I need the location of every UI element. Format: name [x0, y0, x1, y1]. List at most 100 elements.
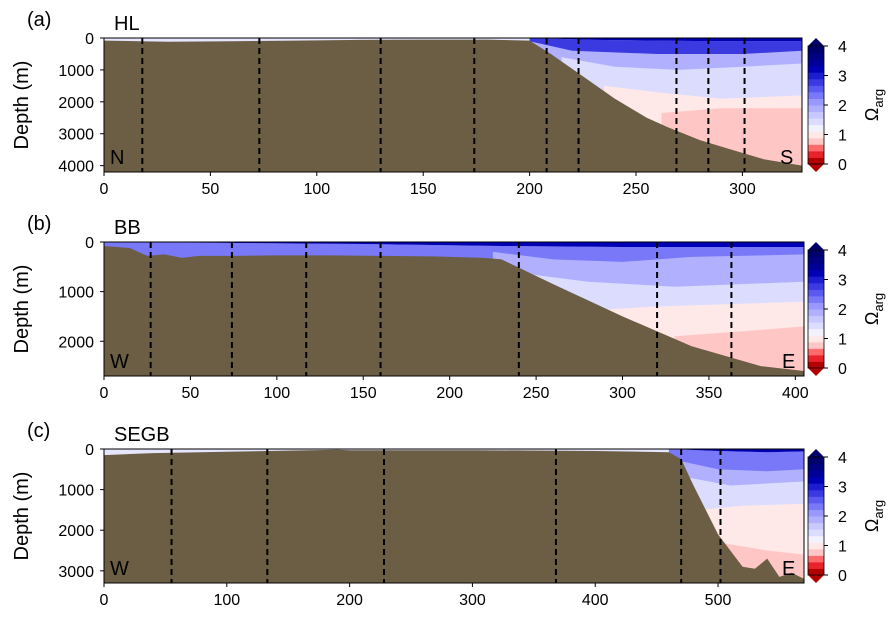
colorbar-tick-label: 0: [838, 157, 847, 174]
left-end-label: W: [110, 351, 129, 373]
colorbar-segment: [808, 137, 824, 145]
colorbar-label: Ωarg: [862, 89, 886, 121]
colorbar-segment: [808, 489, 824, 497]
x-tick-label: 0: [100, 385, 109, 402]
colorbar-segment: [808, 476, 824, 484]
colorbar-tick-label: 2: [838, 302, 847, 319]
panel-label: (b): [27, 213, 51, 235]
colorbar-tick-label: 3: [838, 273, 847, 290]
x-tick-label: 50: [202, 181, 220, 198]
y-tick-label: 2000: [58, 334, 94, 351]
y-tick-label: 0: [85, 442, 94, 459]
plot-area: [104, 38, 802, 172]
bathymetry: [104, 39, 802, 172]
colorbar-segment: [808, 568, 824, 576]
colorbar-segment: [808, 335, 824, 343]
right-end-label: E: [782, 351, 795, 373]
panel-title: HL: [114, 13, 140, 35]
colorbar-segment: [808, 555, 824, 563]
plot-area: [104, 242, 804, 376]
y-tick-label: 1000: [58, 483, 94, 500]
colorbar-tick-label: 4: [838, 243, 847, 260]
colorbar-segment: [808, 269, 824, 277]
colorbar-segment: [808, 322, 824, 330]
colorbar-segment: [808, 354, 824, 362]
y-axis-label: Depth (m): [11, 61, 33, 150]
colorbar-segment: [808, 361, 824, 369]
colorbar-tick-label: 0: [838, 361, 847, 378]
bathymetry: [104, 246, 804, 376]
x-tick-label: 300: [459, 592, 486, 609]
colorbar-segment: [808, 315, 824, 323]
colorbar-segment: [808, 502, 824, 510]
colorbar-segment: [808, 295, 824, 303]
y-tick-label: 0: [85, 235, 94, 252]
colorbar-segment: [808, 348, 824, 356]
x-tick-label: 250: [623, 181, 650, 198]
y-tick-label: 3000: [58, 564, 94, 581]
colorbar-segment: [808, 91, 824, 99]
colorbar-extend-top: [808, 449, 824, 457]
colorbar-segment: [808, 78, 824, 86]
surface-band: [668, 449, 804, 453]
x-tick-label: 150: [350, 385, 377, 402]
colorbar-tick-label: 4: [838, 450, 847, 467]
colorbar-segment: [808, 509, 824, 517]
y-tick-label: 1000: [58, 63, 94, 80]
x-tick-label: 200: [436, 385, 463, 402]
y-tick-label: 2000: [58, 95, 94, 112]
x-tick-label: 50: [182, 385, 200, 402]
colorbar-segment: [808, 282, 824, 290]
x-tick-label: 300: [609, 385, 636, 402]
right-end-label: S: [780, 147, 793, 169]
colorbar-segment: [808, 341, 824, 349]
colorbar-segment: [808, 289, 824, 297]
axes-frame: [103, 241, 805, 377]
colorbar-segment: [808, 157, 824, 165]
x-tick-label: 400: [582, 592, 609, 609]
colorbar-segment: [808, 263, 824, 271]
colorbar-segment: [808, 496, 824, 504]
y-tick-label: 2000: [58, 523, 94, 540]
colorbar-segment: [808, 548, 824, 556]
x-tick-label: 300: [729, 181, 756, 198]
colorbar-segment: [808, 561, 824, 569]
colorbar-segment: [808, 105, 824, 113]
x-tick-label: 150: [410, 181, 437, 198]
colorbar-segment: [808, 85, 824, 93]
colorbar-segment: [808, 302, 824, 310]
colorbar-tick-label: 3: [838, 480, 847, 497]
colorbar-tick-label: 1: [838, 332, 847, 349]
x-tick-label: 500: [705, 592, 732, 609]
colorbar-segment: [808, 124, 824, 132]
x-tick-label: 400: [782, 385, 809, 402]
panel-title: BB: [114, 217, 141, 239]
y-axis-label: Depth (m): [11, 472, 33, 561]
colorbar-segment: [808, 529, 824, 537]
colorbar-segment: [808, 131, 824, 139]
axes-frame: [103, 37, 803, 173]
axes-frame: [103, 448, 805, 584]
colorbar-segment: [808, 46, 824, 54]
x-tick-label: 350: [696, 385, 723, 402]
colorbar-tick-label: 0: [838, 568, 847, 585]
colorbar-segment: [808, 276, 824, 284]
left-end-label: W: [110, 558, 129, 580]
colorbar-segment: [808, 59, 824, 67]
y-tick-label: 0: [85, 31, 94, 48]
colorbar-segment: [808, 328, 824, 336]
x-tick-label: 100: [263, 385, 290, 402]
left-end-label: N: [110, 147, 124, 169]
colorbar-tick-label: 2: [838, 509, 847, 526]
panel-bb: 0 50 100 150 200 250 300 350 400 0 1000 2000 Depth (…: [11, 213, 886, 402]
colorbar-label: Ωarg: [862, 293, 886, 325]
x-tick-label: 200: [336, 592, 363, 609]
y-tick-label: 1000: [58, 285, 94, 302]
colorbar-tick-label: 2: [838, 98, 847, 115]
colorbar-segment: [808, 256, 824, 264]
panel-title: SEGB: [114, 424, 170, 446]
colorbar-segment: [808, 111, 824, 119]
colorbar-segment: [808, 483, 824, 491]
panel-hl: 0 50 100 150 200 250 30001000200030004000Depth…: [11, 9, 886, 198]
